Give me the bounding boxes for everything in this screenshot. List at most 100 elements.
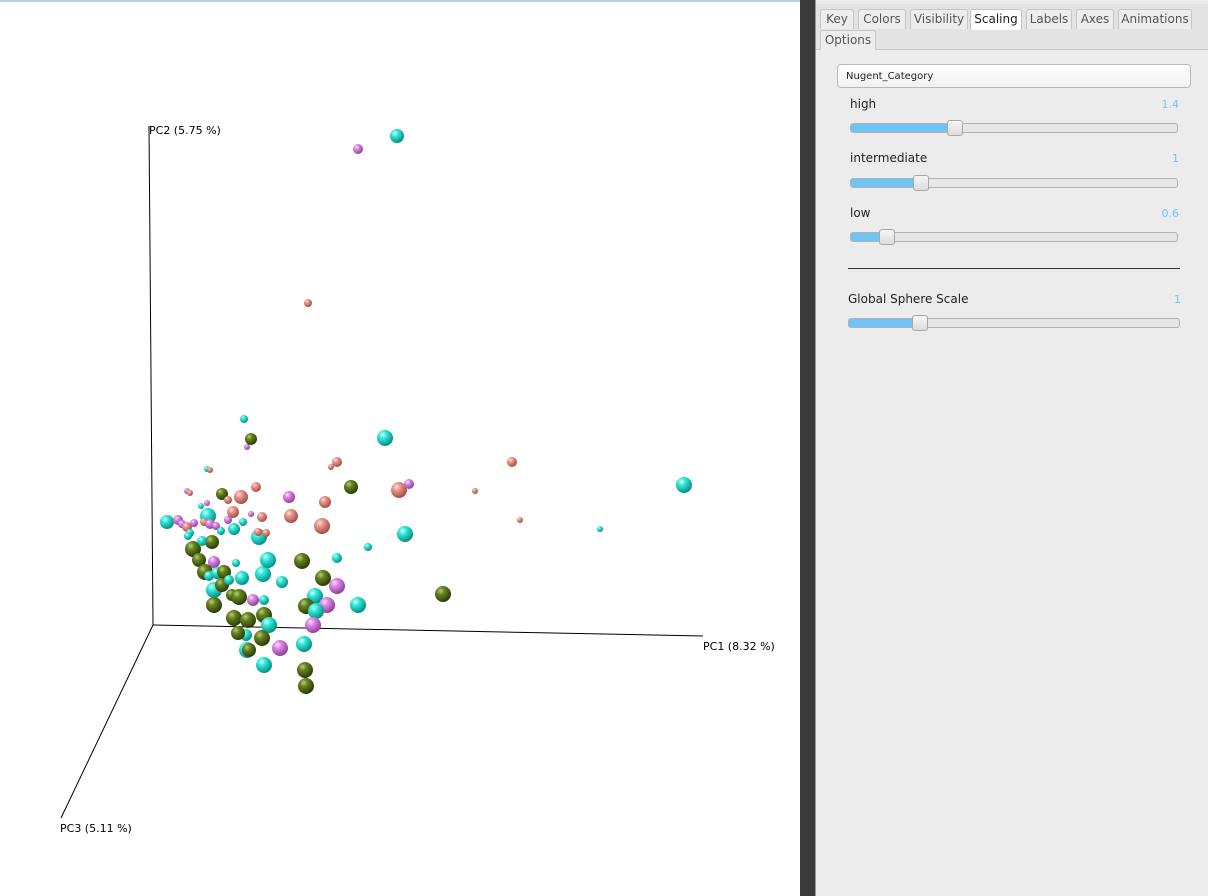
global-scale-handle[interactable] — [912, 315, 928, 331]
olive-sample-sphere[interactable] — [231, 589, 247, 605]
violet-sample-sphere[interactable] — [353, 144, 363, 154]
cyan-sample-sphere[interactable] — [390, 129, 404, 143]
salmon-sample-sphere[interactable] — [224, 496, 232, 504]
olive-sample-sphere[interactable] — [315, 570, 331, 586]
olive-sample-sphere[interactable] — [297, 662, 313, 678]
slider-high[interactable] — [850, 120, 1178, 136]
salmon-sample-sphere[interactable] — [187, 490, 193, 496]
salmon-sample-sphere[interactable] — [472, 488, 478, 494]
tab-options[interactable]: Options — [820, 30, 876, 50]
olive-sample-sphere[interactable] — [205, 535, 219, 549]
axes-lines — [60, 125, 704, 819]
tab-key[interactable]: Key — [820, 9, 854, 29]
olive-sample-sphere[interactable] — [294, 553, 310, 569]
salmon-sample-sphere[interactable] — [391, 482, 407, 498]
slider-low[interactable] — [850, 229, 1178, 245]
violet-sample-sphere[interactable] — [208, 556, 220, 568]
olive-sample-sphere[interactable] — [435, 586, 451, 602]
cyan-sample-sphere[interactable] — [377, 430, 393, 446]
olive-sample-sphere[interactable] — [298, 678, 314, 694]
cyan-sample-sphere[interactable] — [235, 571, 249, 585]
salmon-sample-sphere[interactable] — [234, 490, 248, 504]
cyan-sample-sphere[interactable] — [197, 536, 207, 546]
cyan-sample-sphere[interactable] — [240, 415, 248, 423]
violet-sample-sphere[interactable] — [247, 594, 259, 606]
slider-low-handle[interactable] — [879, 229, 895, 245]
violet-sample-sphere[interactable] — [190, 519, 198, 527]
cyan-sample-sphere[interactable] — [308, 603, 324, 619]
cyan-sample-sphere[interactable] — [217, 527, 225, 535]
olive-sample-sphere[interactable] — [226, 610, 242, 626]
tab-visibility[interactable]: Visibility — [910, 9, 968, 29]
violet-sample-sphere[interactable] — [212, 522, 220, 530]
slider-intermediate[interactable] — [850, 175, 1178, 191]
tab-colors[interactable]: Colors — [858, 9, 906, 29]
cyan-sample-sphere[interactable] — [597, 526, 603, 532]
violet-sample-sphere[interactable] — [404, 479, 414, 489]
cyan-sample-sphere[interactable] — [198, 503, 204, 509]
slider-intermediate-handle[interactable] — [913, 175, 929, 191]
violet-sample-sphere[interactable] — [204, 500, 210, 506]
cyan-sample-sphere[interactable] — [160, 515, 174, 529]
panel-splitter[interactable] — [800, 0, 816, 896]
salmon-sample-sphere[interactable] — [207, 467, 213, 473]
cyan-sample-sphere[interactable] — [364, 543, 372, 551]
cyan-sample-sphere[interactable] — [259, 595, 269, 605]
cyan-sample-sphere[interactable] — [261, 617, 277, 633]
olive-sample-sphere[interactable] — [254, 630, 270, 646]
salmon-sample-sphere[interactable] — [319, 496, 331, 508]
salmon-sample-sphere[interactable] — [314, 518, 330, 534]
olive-sample-sphere[interactable] — [206, 597, 222, 613]
violet-sample-sphere[interactable] — [224, 516, 232, 524]
salmon-sample-sphere[interactable] — [227, 506, 239, 518]
violet-sample-sphere[interactable] — [283, 491, 295, 503]
tab-labels[interactable]: Labels — [1026, 9, 1072, 29]
tab-scaling[interactable]: Scaling — [970, 9, 1022, 30]
cyan-sample-sphere[interactable] — [224, 575, 234, 585]
olive-sample-sphere[interactable] — [185, 541, 201, 557]
olive-sample-sphere[interactable] — [344, 480, 358, 494]
olive-sample-sphere[interactable] — [245, 433, 257, 445]
olive-sample-sphere[interactable] — [216, 488, 228, 500]
cyan-sample-sphere[interactable] — [256, 657, 272, 673]
olive-sample-sphere[interactable] — [231, 626, 245, 640]
tab-animations[interactable]: Animations — [1118, 9, 1192, 29]
violet-sample-sphere[interactable] — [248, 511, 254, 517]
cyan-sample-sphere[interactable] — [228, 523, 240, 535]
cyan-sample-sphere[interactable] — [255, 566, 271, 582]
salmon-sample-sphere[interactable] — [262, 529, 270, 537]
cyan-sample-sphere[interactable] — [184, 532, 192, 540]
olive-sample-sphere[interactable] — [240, 612, 256, 628]
olive-sample-sphere[interactable] — [192, 553, 206, 567]
cyan-sample-sphere[interactable] — [332, 553, 342, 563]
cyan-sample-sphere[interactable] — [239, 518, 247, 526]
salmon-sample-sphere[interactable] — [257, 512, 267, 522]
salmon-sample-sphere[interactable] — [304, 299, 312, 307]
tab-axes[interactable]: Axes — [1076, 9, 1114, 29]
cyan-sample-sphere[interactable] — [232, 559, 240, 567]
cyan-sample-sphere[interactable] — [397, 526, 413, 542]
cyan-sample-sphere[interactable] — [350, 597, 366, 613]
violet-sample-sphere[interactable] — [272, 640, 288, 656]
cyan-sample-sphere[interactable] — [676, 477, 692, 493]
violet-sample-sphere[interactable] — [329, 578, 345, 594]
cyan-sample-sphere[interactable] — [296, 636, 312, 652]
salmon-sample-sphere[interactable] — [284, 509, 298, 523]
salmon-sample-sphere[interactable] — [517, 517, 523, 523]
cyan-sample-sphere[interactable] — [276, 576, 288, 588]
salmon-sample-sphere[interactable] — [332, 457, 342, 467]
global-scale-slider[interactable] — [848, 315, 1180, 331]
salmon-sample-sphere[interactable] — [507, 457, 517, 467]
slider-high-handle[interactable] — [947, 120, 963, 136]
slider-label-low: low — [850, 206, 871, 220]
salmon-sample-sphere[interactable] — [328, 464, 334, 470]
pcoa-scatter-svg[interactable] — [0, 2, 800, 896]
violet-sample-sphere[interactable] — [244, 444, 250, 450]
category-select[interactable]: Nugent_Category — [837, 64, 1191, 88]
3d-plot-canvas[interactable]: PC2 (5.75 %) PC1 (8.32 %) PC3 (5.11 %) — [0, 2, 800, 896]
violet-sample-sphere[interactable] — [305, 617, 321, 633]
salmon-sample-sphere[interactable] — [254, 528, 262, 536]
cyan-sample-sphere[interactable] — [260, 552, 276, 568]
olive-sample-sphere[interactable] — [242, 643, 256, 657]
salmon-sample-sphere[interactable] — [251, 482, 261, 492]
